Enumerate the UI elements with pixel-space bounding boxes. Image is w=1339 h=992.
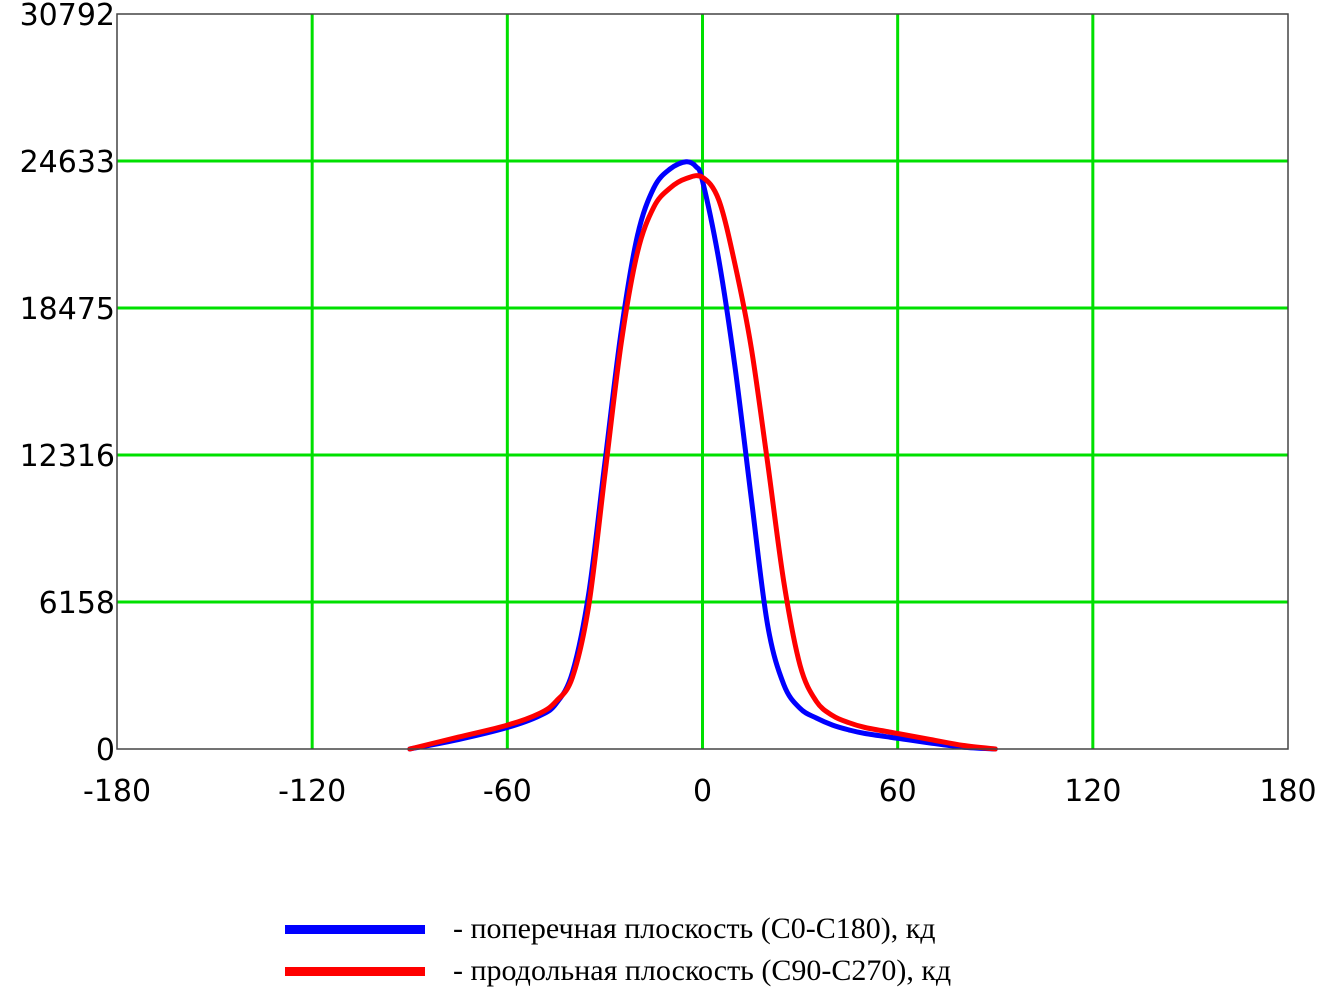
x-tick-label: -120 — [278, 774, 346, 809]
legend-swatch-red — [285, 966, 425, 976]
legend-swatch-blue — [285, 924, 425, 934]
legend-item-longitudinal: - продольная плоскость (C90-C270), кд — [285, 950, 951, 992]
legend: - поперечная плоскость (C0-C180), кд - п… — [285, 908, 951, 992]
y-tick-label: 12316 — [20, 439, 115, 474]
y-tick-label: 6158 — [39, 586, 115, 621]
x-tick-label: 120 — [1064, 774, 1121, 809]
legend-label: - поперечная плоскость (C0-C180), кд — [453, 912, 936, 945]
y-tick-label: 24633 — [20, 145, 115, 180]
plot-frame — [116, 13, 1289, 750]
chart-canvas: 0 6158 12316 18475 24633 30792 -180 -120 -60 0 60… — [20, 0, 1317, 809]
x-tick-label: 60 — [879, 774, 917, 809]
legend-item-transverse: - поперечная плоскость (C0-C180), кд — [285, 908, 951, 950]
x-tick-labels: -180 -120 -60 0 60 120 180 — [83, 774, 1317, 809]
legend-label: - продольная плоскость (C90-C270), кд — [453, 954, 952, 987]
grid-layer — [117, 14, 1288, 749]
x-tick-label: -180 — [83, 774, 151, 809]
series-layer — [407, 159, 998, 752]
x-tick-label: 180 — [1259, 774, 1316, 809]
y-tick-label: 0 — [96, 733, 115, 768]
x-tick-label: 0 — [693, 774, 712, 809]
x-tick-label: -60 — [483, 774, 532, 809]
y-tick-label: 18475 — [20, 292, 115, 327]
y-tick-labels: 0 6158 12316 18475 24633 30792 — [20, 0, 115, 768]
series-line-longitudinal — [407, 173, 998, 752]
y-tick-label: 30792 — [20, 0, 115, 33]
